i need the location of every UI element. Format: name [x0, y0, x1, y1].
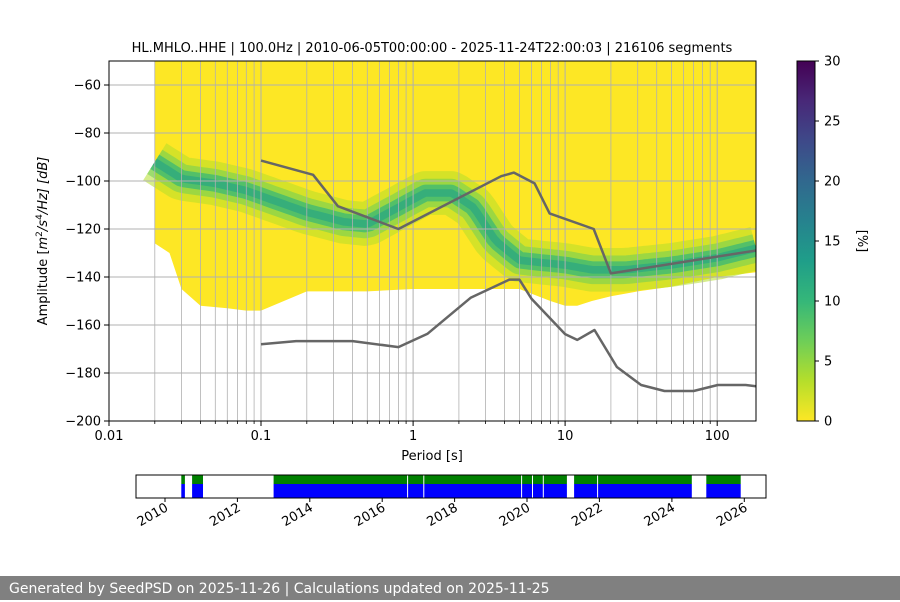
y-tick-label: −120	[65, 223, 101, 238]
noise-model-curves	[260, 159, 756, 393]
timeline-coverage-segment	[706, 475, 741, 484]
y-label-exp-2: 2	[35, 231, 45, 237]
colorbar-tick-label: 0	[824, 415, 832, 430]
timeline-coverage-segment	[273, 475, 567, 484]
timeline-data-segment	[706, 484, 741, 498]
y-tick-label: −100	[65, 175, 101, 190]
y-tick-label: −80	[74, 127, 101, 142]
timeline-data-segment	[273, 484, 567, 498]
x-tick-label: 100	[705, 429, 730, 444]
timeline-tick-label: 2012	[207, 500, 243, 530]
y-axis-label: Amplitude [m2/s4/Hz] [dB]	[35, 157, 51, 326]
grid-lines	[109, 61, 756, 421]
plot-area	[109, 61, 756, 421]
data-availability-timeline	[135, 474, 767, 499]
timeline-tick-label: 2018	[424, 500, 460, 530]
plot-frame	[108, 60, 757, 422]
x-axis-label: Period [s]	[401, 449, 463, 464]
timeline-data-segment	[181, 484, 185, 498]
colorbar-tick-label: 20	[824, 175, 841, 190]
y-tick-label: −60	[74, 79, 101, 94]
x-axis-ticks: 0.01 0.1 1 10 100	[95, 421, 730, 444]
y-tick-label: −180	[65, 367, 101, 382]
y-label-unit-s: /s	[36, 220, 51, 232]
timeline-data-segment	[192, 484, 203, 498]
x-tick-label: 1	[409, 429, 417, 444]
curve-nlnm	[260, 278, 756, 393]
timeline-tick-label: 2016	[352, 500, 388, 530]
curve-nhnm	[260, 159, 756, 275]
timeline-coverage-segment	[192, 475, 203, 484]
timeline-frame	[135, 474, 767, 499]
timeline-tick-label: 2020	[497, 500, 533, 530]
timeline-tick-label: 2014	[280, 500, 316, 530]
y-tick-label: −140	[65, 271, 101, 286]
footer-banner: Generated by SeedPSD on 2025-11-26 | Cal…	[0, 576, 900, 600]
y-tick-label: −200	[65, 415, 101, 430]
y-axis-ticks: −60 −80 −100 −120 −140 −160 −180 −200	[65, 79, 109, 430]
timeline-tick-label: 2010	[135, 500, 171, 530]
timeline-coverage-segment	[574, 475, 692, 484]
timeline-tick-label: 2022	[569, 500, 605, 530]
y-tick-label: −160	[65, 319, 101, 334]
colorbar	[796, 60, 816, 422]
y-label-part-1: Amplitude [	[36, 249, 51, 325]
colorbar-tick-label: 15	[824, 235, 841, 250]
timeline-axis-ticks: 2010 2012 2014 2016 2018 2020 2022 2024 2026	[135, 498, 750, 530]
x-tick-label: 0.01	[95, 429, 124, 444]
timeline-data-segment	[574, 484, 692, 498]
chart-title: HL.MHLO..HHE | 100.0Hz | 2010-06-05T00:0…	[132, 41, 733, 56]
timeline-coverage-segment	[181, 475, 185, 484]
colorbar-tick-label: 5	[824, 355, 832, 370]
y-label-exp-4: 4	[35, 214, 45, 220]
x-tick-label: 0.1	[251, 429, 272, 444]
colorbar-tick-label: 25	[824, 115, 841, 130]
colorbar-label: [%]	[854, 230, 869, 253]
colorbar-tick-label: 10	[824, 295, 841, 310]
y-label-unit-m: m	[36, 237, 51, 250]
timeline-tick-label: 2024	[642, 500, 678, 530]
colorbar-tick-label: 30	[824, 55, 841, 70]
colorbar-ticks: 0 5 10 15 20 25 30	[815, 55, 841, 430]
timeline-tick-label: 2026	[714, 500, 750, 530]
y-label-part-hz: /Hz] [dB]	[36, 157, 51, 216]
x-tick-label: 10	[557, 429, 574, 444]
psd-figure: HL.MHLO..HHE | 100.0Hz | 2010-06-05T00:0…	[35, 41, 869, 530]
